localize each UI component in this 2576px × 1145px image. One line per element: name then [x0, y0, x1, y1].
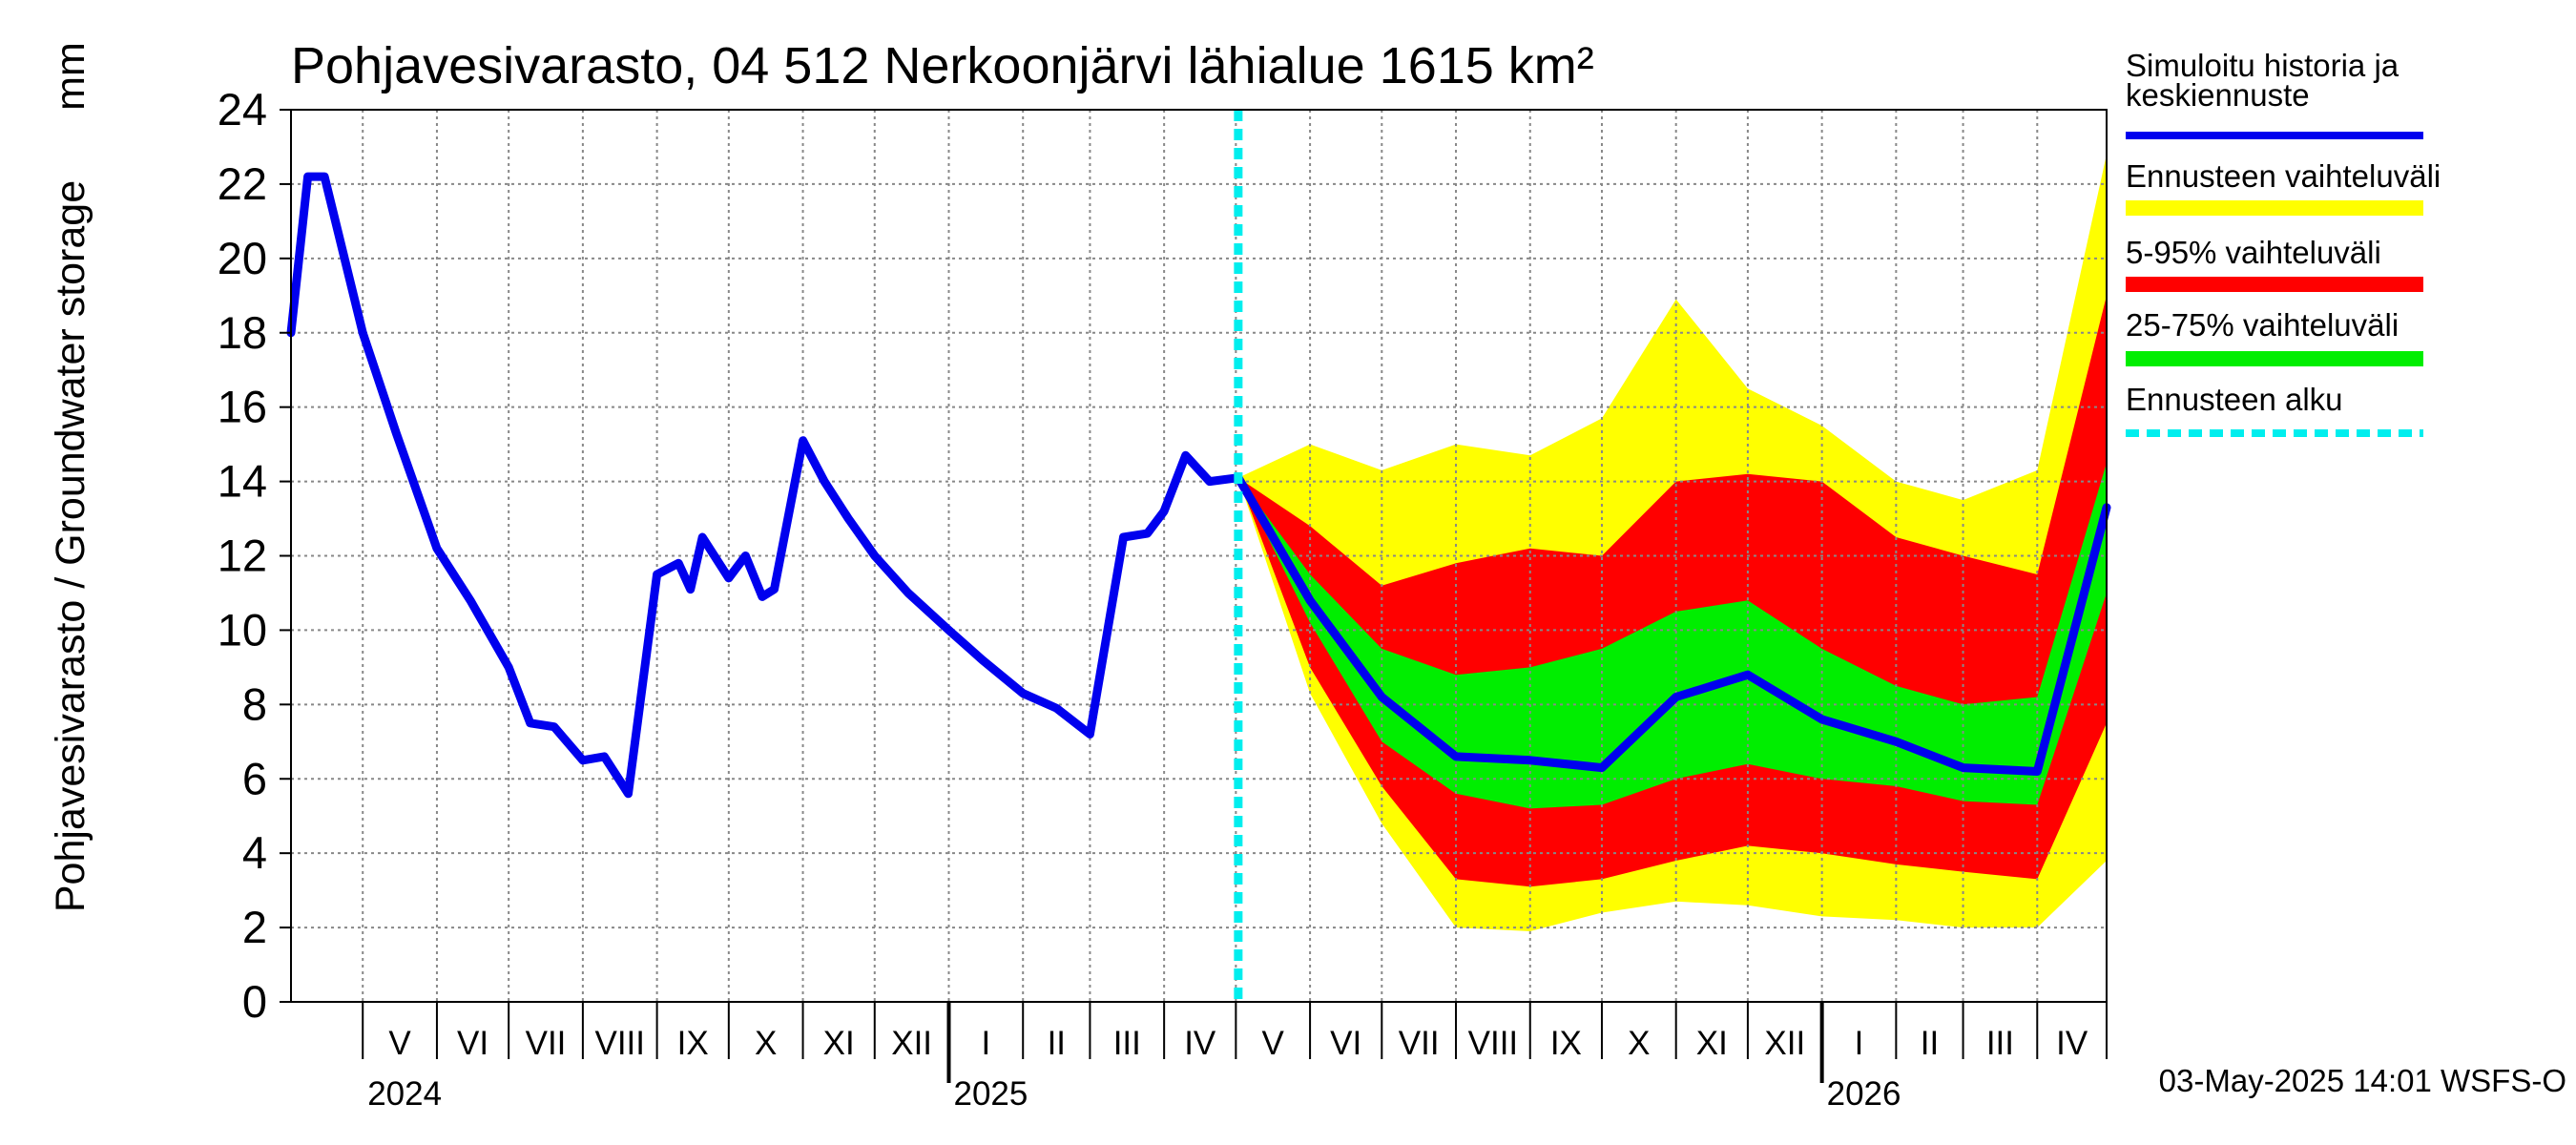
- year-label: 2024: [367, 1075, 442, 1113]
- month-label: XI: [823, 1025, 855, 1062]
- y-tick-label: 22: [218, 158, 267, 209]
- legend-label-forecast_start: Ennusteen alku: [2126, 382, 2343, 417]
- y-axis-unit: mm: [48, 42, 93, 111]
- y-tick-label: 10: [218, 604, 267, 655]
- legend-label-p5_95: 5-95% vaihteluväli: [2126, 235, 2381, 270]
- month-label: I: [981, 1025, 990, 1062]
- y-tick-label: 18: [218, 307, 267, 358]
- month-label: X: [1628, 1025, 1650, 1062]
- grid: [291, 110, 2107, 1002]
- month-label: XI: [1696, 1025, 1728, 1062]
- month-label: IV: [1184, 1025, 1216, 1062]
- month-label: IV: [2056, 1025, 2088, 1062]
- legend-label-history: Simuloitu historia ja: [2126, 48, 2399, 83]
- y-tick-label: 0: [242, 976, 267, 1027]
- y-tick-label: 20: [218, 233, 267, 283]
- band-p25_75: [1237, 463, 2107, 809]
- month-label: III: [1986, 1025, 2014, 1062]
- month-label: VII: [526, 1025, 567, 1062]
- legend-label2-history: keskiennuste: [2126, 77, 2310, 113]
- month-label: I: [1855, 1025, 1864, 1062]
- month-label: IX: [1550, 1025, 1582, 1062]
- month-label: XII: [1764, 1025, 1805, 1062]
- month-label: X: [755, 1025, 777, 1062]
- y-tick-label: 14: [218, 456, 267, 507]
- month-label: VII: [1399, 1025, 1440, 1062]
- y-axis-label: Pohjavesivarasto / Groundwater storage: [48, 180, 93, 912]
- data-lines: [286, 110, 2111, 1002]
- month-label: VIII: [594, 1025, 645, 1062]
- y-tick-label: 12: [218, 531, 267, 581]
- month-label: II: [1921, 1025, 1939, 1062]
- history-line: [286, 172, 1243, 799]
- y-tick-label: 6: [242, 753, 267, 803]
- x-axis-ticks: V VI VII VIII IX X XI XII I II III IV V VI VII VIII IX X X…: [362, 1002, 2108, 1113]
- month-label: VIII: [1468, 1025, 1519, 1062]
- y-tick-label: 2: [242, 902, 267, 952]
- forecast-bands: [1237, 154, 2107, 931]
- month-label: II: [1048, 1025, 1066, 1062]
- year-label: 2026: [1827, 1075, 1901, 1113]
- y-tick-label: 8: [242, 678, 267, 729]
- chart-title: Pohjavesivarasto, 04 512 Nerkoonjärvi lä…: [291, 37, 1594, 94]
- year-label: 2025: [953, 1075, 1028, 1113]
- median-line: [1234, 473, 2111, 776]
- month-label: XII: [891, 1025, 932, 1062]
- timestamp-label: 03-May-2025 14:01 WSFS-O: [2159, 1063, 2566, 1098]
- month-label: V: [1262, 1025, 1285, 1062]
- y-tick-label: 4: [242, 827, 267, 878]
- legend-label-p25_75: 25-75% vaihteluväli: [2126, 307, 2399, 343]
- legend-label-full_range: Ennusteen vaihteluväli: [2126, 158, 2441, 194]
- month-label: III: [1113, 1025, 1141, 1062]
- month-label: VI: [457, 1025, 488, 1062]
- y-tick-label: 24: [218, 84, 267, 135]
- month-label: VI: [1330, 1025, 1361, 1062]
- month-label: V: [388, 1025, 411, 1062]
- month-label: IX: [677, 1025, 709, 1062]
- y-tick-label: 16: [218, 382, 267, 432]
